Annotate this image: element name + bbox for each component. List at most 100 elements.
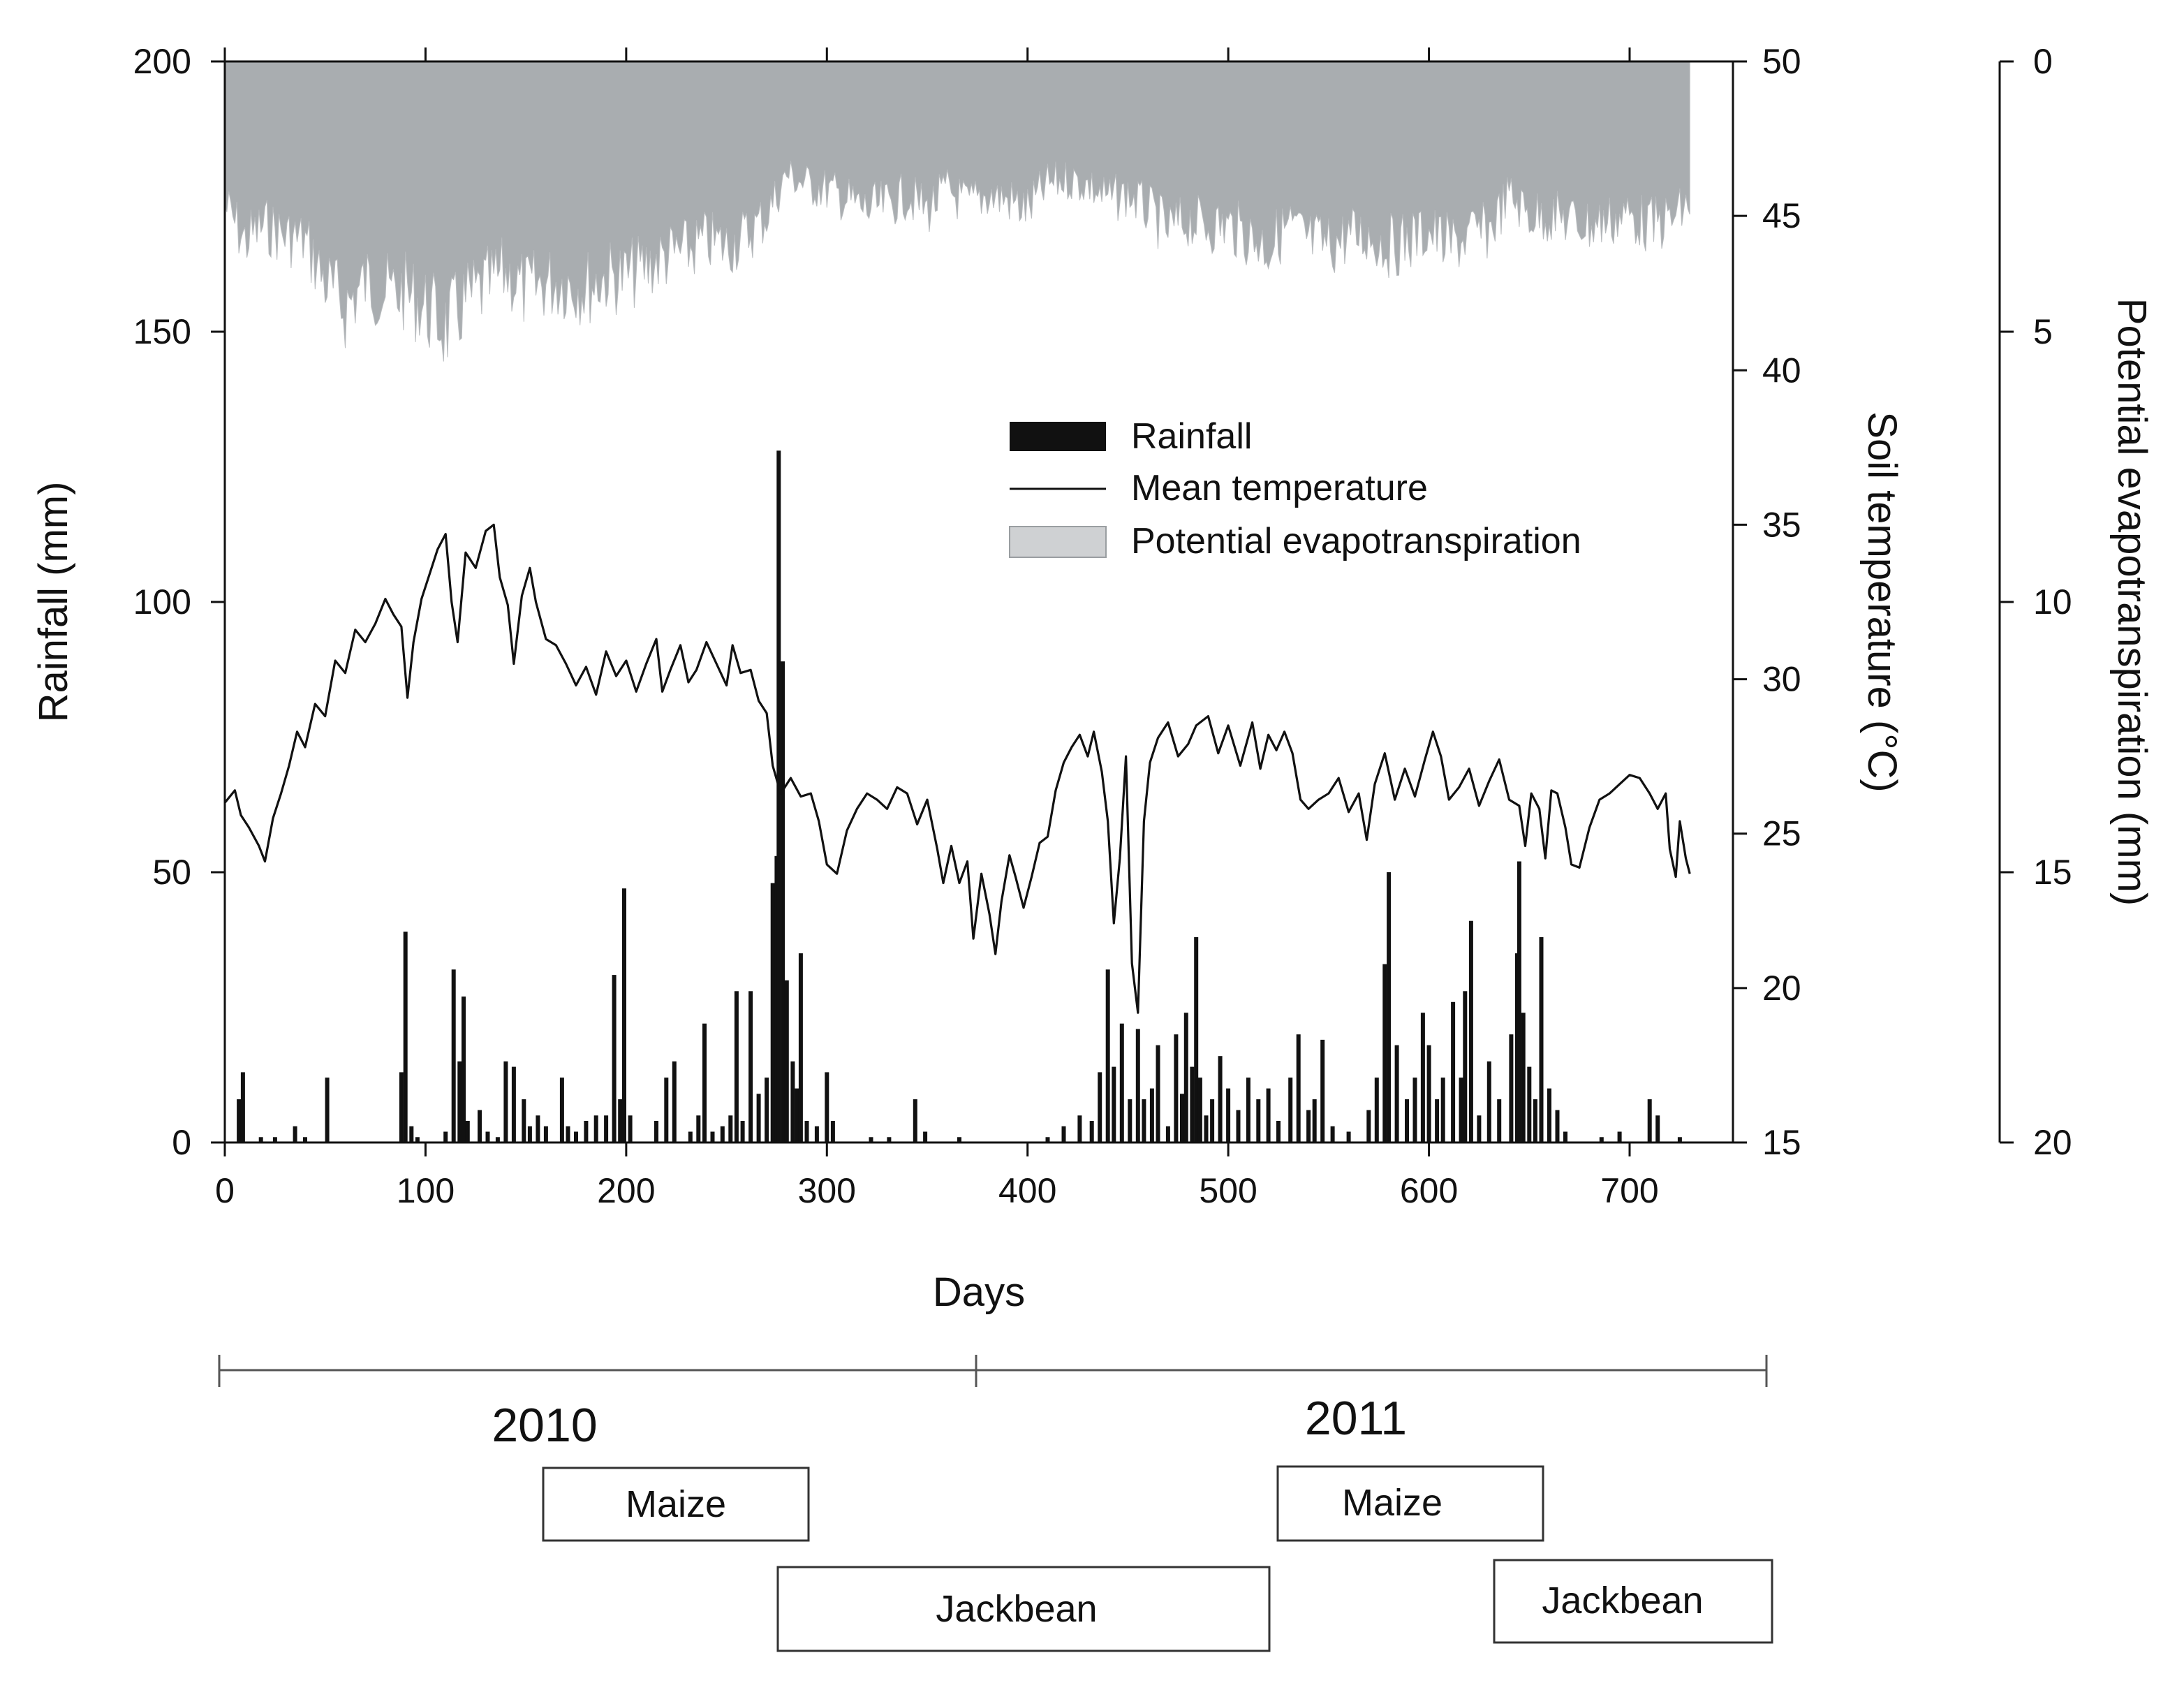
rainfall-bar [1296,1034,1301,1142]
y-left-tick-label: 0 [172,1123,191,1162]
y-left-tick-label: 200 [133,42,191,81]
rainfall-bar [1547,1088,1551,1142]
y-axis-left-title: Rainfall (mm) [31,482,76,723]
year-label-2011: 2011 [1305,1392,1407,1445]
y-left-tick-label: 100 [133,582,191,622]
y-right-tick-label: 40 [1762,351,1801,390]
rainfall-bar [1135,1029,1140,1142]
x-tick-label: 700 [1600,1171,1658,1210]
rainfall-bar [584,1121,589,1142]
rainfall-bar [748,991,753,1142]
rainfall-bar [485,1131,490,1142]
rainfall-bar [1497,1099,1502,1142]
rainfall-bar [1194,936,1199,1142]
rainfall-bar [1521,1013,1526,1142]
y-right-tick-label: 30 [1762,660,1801,699]
rainfall-bar [1486,1061,1491,1142]
x-tick-label: 400 [998,1171,1056,1210]
rainfall-bar [1165,1126,1170,1142]
rainfall-bar [790,1061,795,1142]
rainfall-bar [1477,1115,1482,1142]
rainfall-bar [1420,1013,1425,1142]
rainfall-bar [1517,861,1521,1142]
rainfall-bar [536,1115,540,1142]
rainfall-bar [465,1121,470,1142]
rainfall-bar [618,1099,623,1142]
x-tick-label: 0 [215,1171,235,1210]
y-right-tick-label: 35 [1762,505,1801,544]
rainfall-bar [795,1088,799,1142]
rainfall-bar [672,1061,677,1142]
axes-layer: 0 100 200 300 400 500 600 700050100150200152025… [133,42,2072,1210]
rainfall-bar [887,1137,892,1142]
crop-box-jackbean-2011 [1493,1559,1773,1644]
rainfall-bar [664,1078,669,1142]
rainfall-bar [1089,1121,1094,1142]
rainfall-bar [1463,991,1468,1142]
rainfall-bar [1533,1099,1537,1142]
rainfall-bar [574,1131,578,1142]
rainfall-bar [443,1131,448,1142]
rainfall-bar [1112,1066,1116,1142]
rainfall-bar [462,997,466,1142]
y-pet-tick-label: 15 [2033,853,2072,892]
rainfall-bar [814,1126,819,1142]
temperature-line [223,523,1691,1014]
rainfall-bar [478,1110,482,1142]
rainfall-bar [1210,1099,1215,1142]
y-right-tick-label: 45 [1762,196,1801,235]
crop-box-maize-2010 [542,1467,810,1542]
legend-pet-swatch [1009,526,1107,558]
rainfall-bar [702,1023,707,1142]
rainfall-bar [740,1121,745,1142]
rainfall-bar [1451,1001,1456,1142]
rainfall-bar [293,1126,297,1142]
rainfall-bar [559,1078,564,1142]
rainfall-bar [1468,920,1473,1142]
rainfall-bar [957,1137,961,1142]
y-left-tick-label: 150 [133,312,191,351]
rainfall-bar [688,1131,693,1142]
rainfall-bar [1509,1034,1514,1142]
pet-area [224,61,1690,362]
rainfall-bar [451,969,456,1142]
rainfall-bar [781,661,785,1142]
rainfall-bar [604,1115,609,1142]
y-pet-tick-label: 0 [2033,42,2053,81]
rainfall-bar [1119,1023,1124,1142]
rainfall-bar [1149,1088,1154,1142]
rainfall-bar [923,1131,928,1142]
legend: Rainfall Mean temperature Potential evap… [1009,416,1581,561]
rainfall-bar [237,1099,242,1142]
rainfall-bar [869,1137,873,1142]
y-pet-tick-label: 10 [2033,582,2072,622]
rainfall-bar [543,1126,548,1142]
rainfall-bar [1197,1078,1202,1142]
x-tick-label: 200 [597,1171,655,1210]
rainfall-bar [1346,1131,1351,1142]
timeline: 2010 2011 Maize Jackbean Maize Jackbean [218,1355,1773,1652]
rainfall-bar [503,1061,508,1142]
rainfall-bar [765,1078,769,1142]
rainfall-bar [776,450,781,1142]
rainfall-bar [1435,1099,1440,1142]
rainfall-bar [1156,1045,1160,1142]
y-axis-right-title: Soil temperature (°C) [1859,411,1905,792]
rainfall-bar [1330,1126,1335,1142]
rainfall-bar [511,1066,516,1142]
y-right-tick-label: 25 [1762,814,1801,853]
x-tick-label: 500 [1199,1171,1257,1210]
rainfall-bar [1142,1099,1146,1142]
rainfall-bar [1061,1126,1066,1142]
rainfall-bar [622,888,626,1142]
year-label-2010: 2010 [492,1399,597,1452]
rainfall-bar [415,1137,420,1142]
x-tick-label: 600 [1400,1171,1458,1210]
y-pet-tick-label: 20 [2033,1123,2072,1162]
legend-rainfall-swatch [1010,422,1106,451]
rainfall-bar [770,883,775,1142]
rainfall-bar [303,1137,307,1142]
y-left-tick-label: 50 [152,853,191,892]
rainfall-bar [409,1126,414,1142]
rainfall-bar [403,932,408,1142]
